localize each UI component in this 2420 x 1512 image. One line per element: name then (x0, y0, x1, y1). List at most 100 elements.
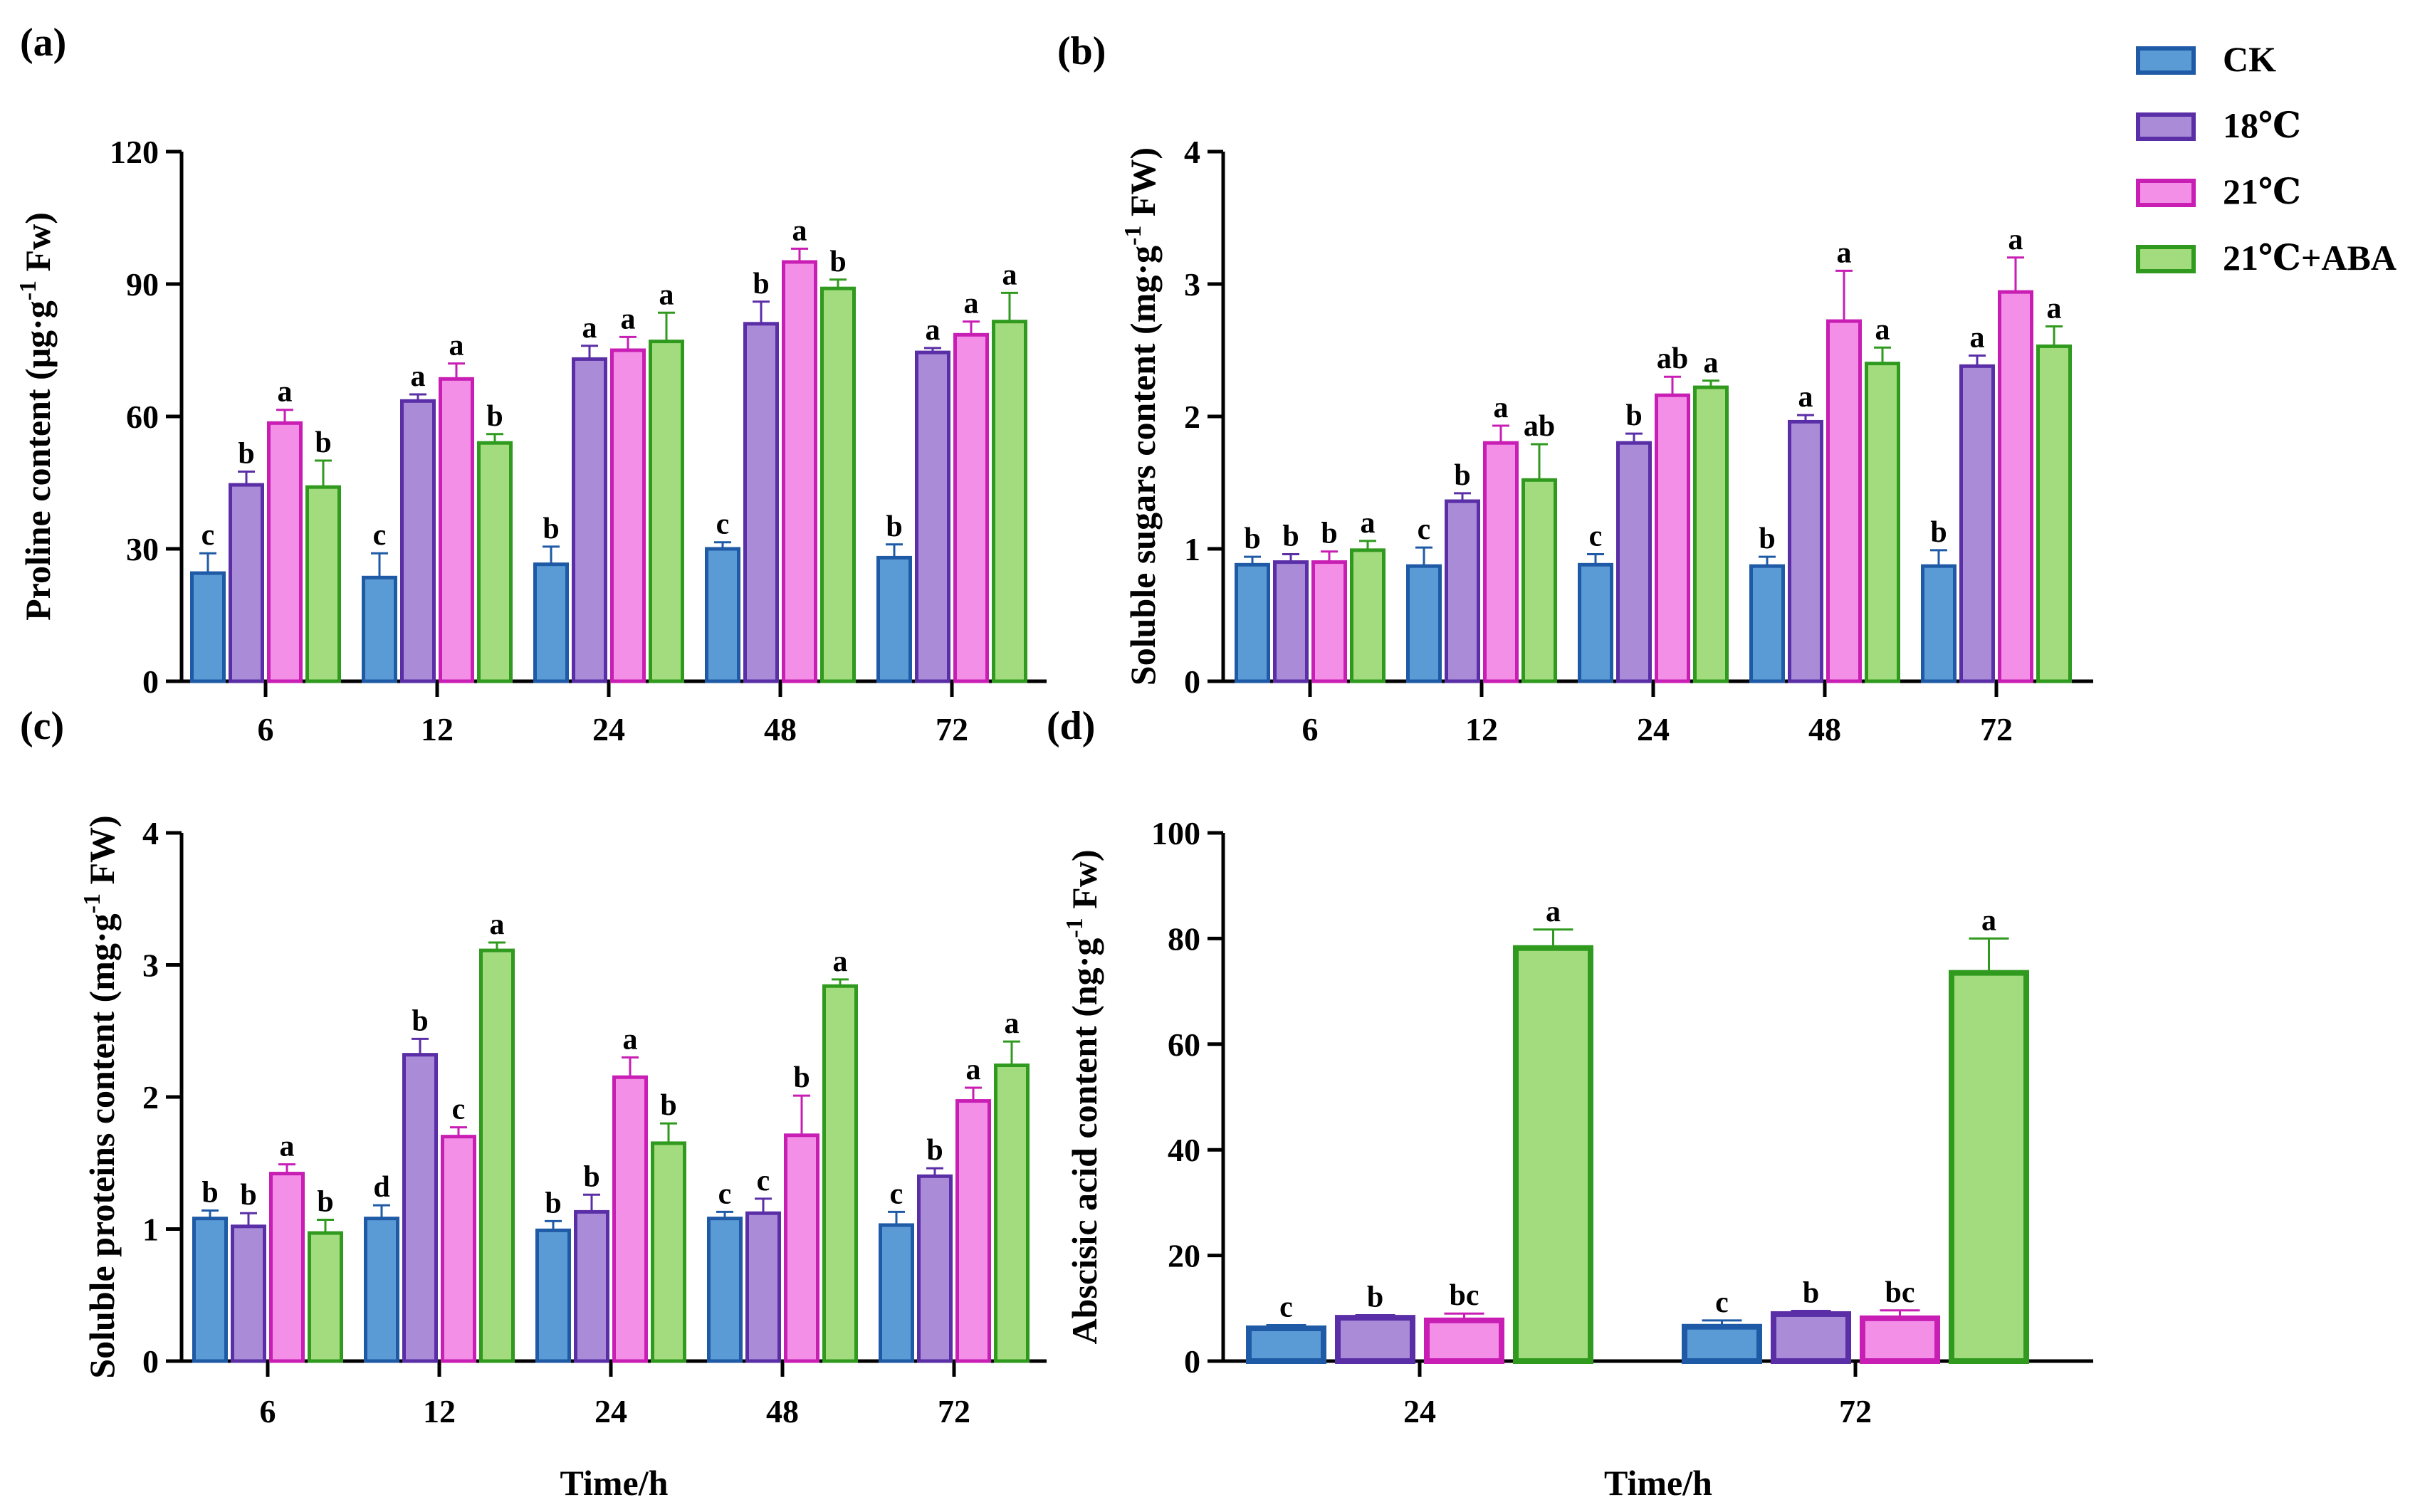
y-tick-label: 0 (1184, 663, 1200, 700)
bar (743, 322, 779, 683)
significance-letter: b (753, 268, 769, 300)
y-axis-title: Proline content (μg·g-1 Fw) (15, 212, 58, 621)
bar (1959, 364, 1995, 683)
y-tick-label: 4 (1184, 134, 1200, 170)
bar (1513, 945, 1593, 1364)
significance-letter: d (373, 1171, 389, 1204)
x-tick-label: 48 (1808, 711, 1841, 747)
significance-letter: b (240, 1179, 256, 1212)
significance-letter: ab (1657, 342, 1688, 375)
bar (364, 1217, 399, 1363)
bar (1998, 290, 2033, 683)
significance-letter: b (1930, 516, 1947, 549)
y-axis-title-superscript: -1 (1062, 918, 1088, 938)
significance-letter: b (486, 400, 503, 433)
x-axis-title: Time/h (560, 1463, 669, 1503)
y-axis-title-main: Soluble sugars content (mg·g (1123, 246, 1163, 686)
significance-letter: a (411, 360, 426, 393)
bar (362, 575, 397, 683)
y-tick-label: 4 (142, 815, 159, 851)
y-tick-label: 0 (142, 1343, 159, 1380)
legend-label: 21℃+ABA (2223, 238, 2397, 278)
significance-letter: b (1244, 523, 1260, 555)
legend-label: 21℃ (2223, 172, 2301, 211)
y-axis-title-main: Soluble proteins content (mg·g (82, 913, 122, 1378)
significance-letter: c (201, 519, 215, 552)
significance-letter: bc (1885, 1276, 1915, 1309)
significance-letter: a (926, 314, 941, 347)
bar (574, 1209, 609, 1363)
bar (1406, 564, 1442, 683)
bar (1693, 385, 1729, 683)
bar (535, 1228, 571, 1363)
significance-letter: b (829, 246, 846, 278)
significance-letter: a (2008, 224, 2023, 256)
significance-letter: a (1494, 392, 1509, 424)
significance-letter: c (1279, 1291, 1293, 1324)
significance-letter: a (1798, 381, 1813, 414)
significance-letter: a (1875, 313, 1890, 346)
significance-letter: b (793, 1061, 810, 1094)
bar (572, 357, 607, 683)
y-tick-label: 100 (1151, 815, 1200, 851)
significance-letter: bc (1450, 1279, 1479, 1312)
x-tick-label: 24 (594, 1393, 627, 1429)
x-tick-label: 72 (1980, 711, 2013, 747)
significance-letter: a (1546, 896, 1561, 928)
significance-letter: b (1321, 518, 1337, 550)
y-tick-label: 30 (126, 531, 159, 567)
x-tick-label: 12 (421, 711, 454, 747)
bar (953, 332, 989, 683)
x-tick-label: 48 (764, 711, 797, 747)
bar (915, 350, 950, 683)
significance-letter: b (660, 1089, 676, 1122)
significance-letter: a (966, 1054, 981, 1086)
bar (1521, 478, 1557, 683)
legend-label: 18℃ (2223, 105, 2301, 145)
significance-letter: b (315, 426, 331, 459)
y-tick-label: 20 (1168, 1238, 1200, 1274)
y-tick-label: 80 (1168, 920, 1200, 957)
bar (1616, 441, 1652, 683)
significance-letter: c (716, 508, 730, 541)
y-axis-title-unit: Fw) (18, 212, 58, 280)
significance-letter: a (582, 312, 597, 345)
significance-letter: b (317, 1186, 333, 1219)
x-tick-label: 72 (938, 1393, 970, 1429)
bar (649, 340, 684, 683)
significance-letter: b (1759, 523, 1775, 555)
bar (267, 421, 303, 683)
significance-letter: b (1625, 399, 1642, 432)
bar (1483, 441, 1519, 683)
significance-letter: b (545, 1187, 561, 1219)
significance-letter: a (490, 908, 505, 941)
significance-letter: b (1367, 1281, 1383, 1313)
bar (190, 571, 226, 683)
y-tick-label: 3 (1184, 266, 1200, 303)
significance-letter: a (833, 945, 848, 978)
bar (1273, 560, 1309, 683)
bar (917, 1174, 953, 1363)
significance-letter: a (623, 1023, 638, 1056)
bar (479, 948, 515, 1363)
x-tick-label: 24 (1403, 1393, 1436, 1429)
panel-label: (a) (20, 21, 66, 65)
y-axis-title: Soluble sugars content (mg·g-1 FW) (1120, 147, 1163, 686)
y-axis-title-main: Proline content (μg·g (18, 300, 58, 621)
panel-label: (d) (1047, 704, 1095, 748)
bar (400, 399, 436, 683)
significance-letter: a (278, 376, 293, 409)
y-tick-label: 0 (1184, 1343, 1200, 1380)
bar (1860, 1315, 1940, 1364)
x-tick-label: 12 (423, 1393, 456, 1429)
significance-letter: b (886, 510, 902, 543)
bar (955, 1099, 991, 1363)
chart-panel-3: (d) 0 20 40 60 80 100 24 c b bc a 72 c b bc a Abscisic ac… (1047, 704, 2093, 1503)
legend-swatch (2136, 179, 2196, 207)
significance-letter: b (543, 513, 559, 545)
x-tick-label: 24 (592, 711, 625, 747)
bar (1445, 499, 1480, 683)
significance-letter: a (1002, 258, 1017, 291)
bar (1788, 419, 1823, 683)
